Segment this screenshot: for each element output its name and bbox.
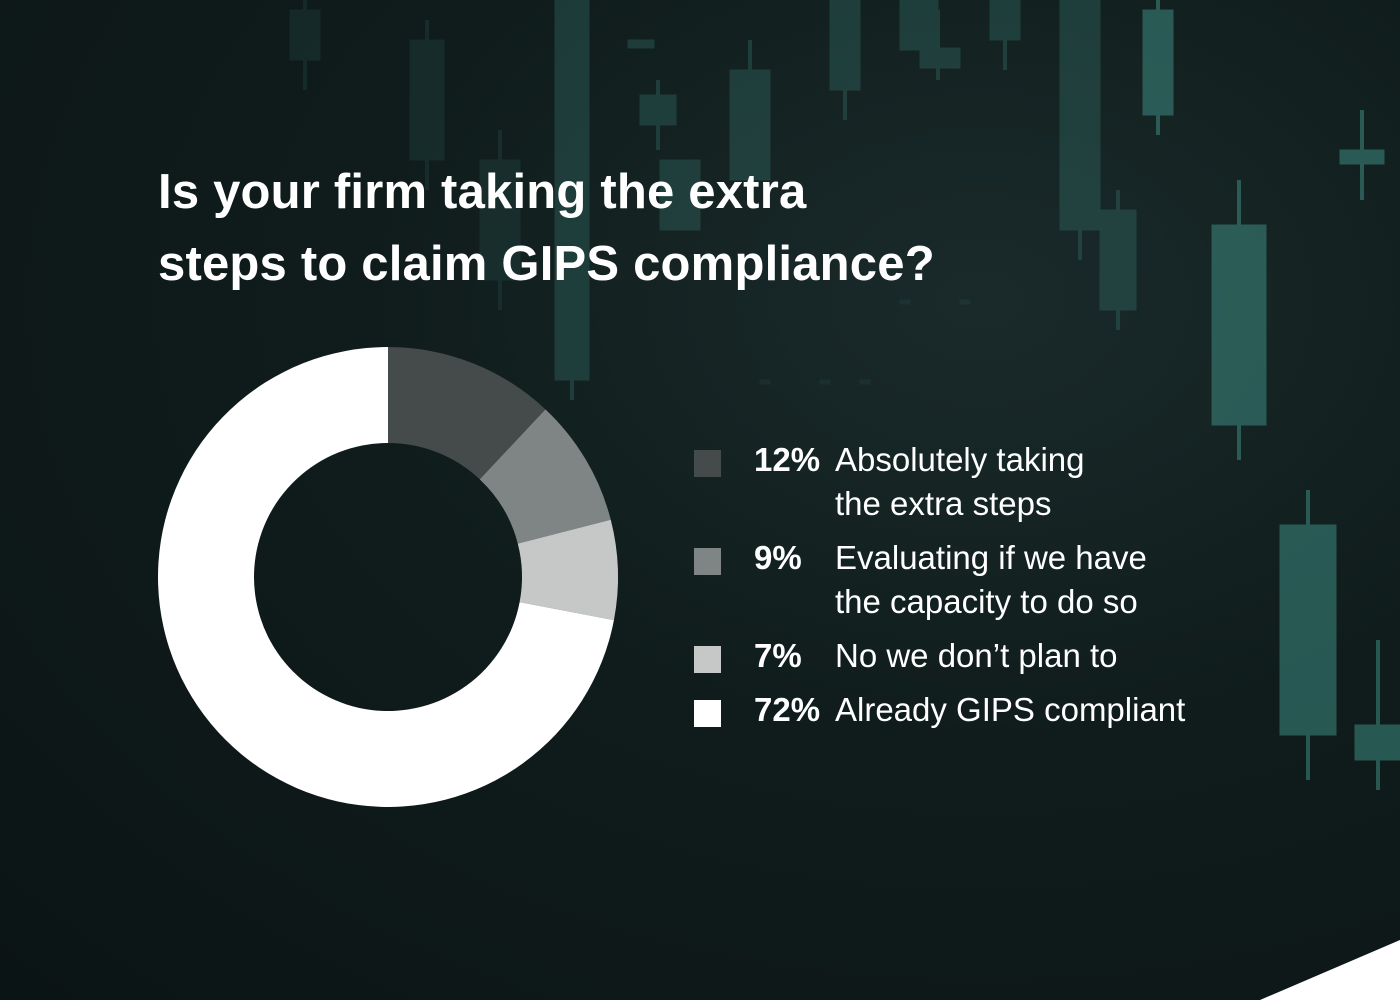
legend-percent-already-compliant: 72% [754,691,821,728]
legend-item-already-compliant: 72% Already GIPS compliant [694,688,1294,742]
legend-label-evaluating-line-2: the capacity to do so [835,583,1138,620]
legend-label-absolutely-taking-line-1: Absolutely taking [835,441,1085,478]
legend-swatch-no-plan [694,646,721,673]
donut-slice-evaluating [479,409,611,544]
legend-label-evaluating: Evaluating if we have the capacity to do… [835,536,1265,624]
chart-legend: 12% Absolutely taking the extra steps 9%… [694,438,1294,742]
legend-swatch-already-compliant [694,700,721,727]
legend-label-absolutely-taking: Absolutely taking the extra steps [835,438,1265,526]
legend-percent-evaluating: 9% [754,539,802,576]
donut-slice-already-compliant [158,347,614,807]
chart-title: Is your firm taking the extra steps to c… [158,156,1098,300]
legend-item-no-plan: 7% No we don’t plan to [694,634,1294,688]
chart-title-line-2: steps to claim GIPS compliance? [158,237,935,291]
legend-swatch-absolutely-taking [694,450,721,477]
chart-title-line-1: Is your firm taking the extra [158,165,807,219]
legend-label-evaluating-line-1: Evaluating if we have [835,539,1147,576]
legend-percent-absolutely-taking: 12% [754,441,821,478]
legend-label-already-compliant: Already GIPS compliant [835,688,1265,732]
legend-label-no-plan-line-1: No we don’t plan to [835,637,1118,674]
legend-item-evaluating: 9% Evaluating if we have the capacity to… [694,536,1294,634]
legend-label-already-compliant-line-1: Already GIPS compliant [835,691,1186,728]
legend-label-absolutely-taking-line-2: the extra steps [835,485,1052,522]
donut-slice-absolutely-taking [388,347,546,480]
legend-swatch-evaluating [694,548,721,575]
legend-label-no-plan: No we don’t plan to [835,634,1265,678]
legend-percent-no-plan: 7% [754,637,802,674]
donut-slice-no-plan [517,519,618,621]
legend-item-absolutely-taking: 12% Absolutely taking the extra steps [694,438,1294,536]
